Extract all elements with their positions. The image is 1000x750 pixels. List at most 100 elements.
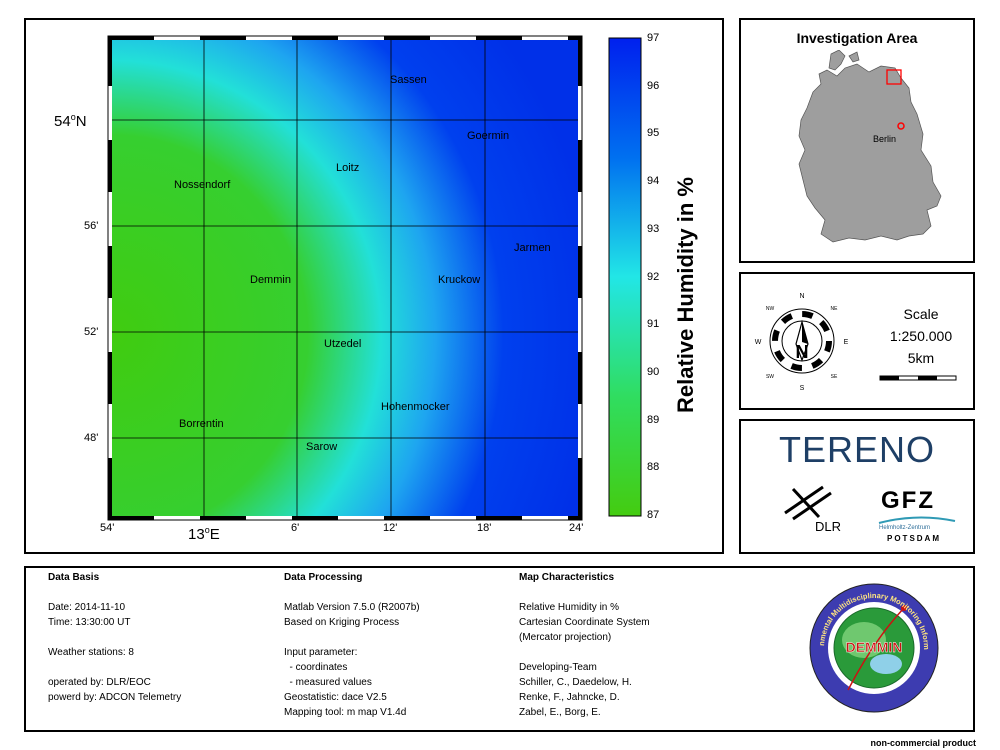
berlin-marker [897,122,905,130]
place-hohenmocker: Hohenmocker [381,401,450,413]
place-jarmen: Jarmen [514,242,551,254]
scale-bar [879,375,957,381]
germany-map: Berlin [798,50,942,243]
characteristics-line: Schiller, C., Daedelow, H. [519,677,632,688]
dlr-label: DLR [815,519,842,534]
colorbar-tick: 95 [647,127,660,139]
dlr-logo [784,485,832,521]
time-text: Time: 13:30:00 UT [48,617,131,628]
lat-label-48: 48' [84,432,99,444]
gfz-logo: GFZ [881,487,935,514]
map-grid [112,40,578,516]
scale-panel: N N NE E SE S SW W NW Scale 1:250.000 5k… [739,272,975,410]
compass-e: E [844,339,849,346]
compass-letter: N [796,342,809,362]
colorbar-tick: 96 [647,80,660,92]
gfz-swoosh [878,516,956,524]
colorbar-tick: 89 [647,414,660,426]
characteristics-title: Map Characteristics [519,572,615,583]
stations-text: Weather stations: 8 [48,647,134,658]
germany-shape [798,63,942,243]
compass-sw: SW [766,374,774,380]
investigation-box [886,69,902,85]
place-demmin: Demmin [250,274,291,286]
colorbar-tick: 91 [647,318,660,330]
processing-line: Matlab Version 7.5.0 (R2007b) [284,602,420,613]
data-basis-title: Data Basis [48,572,100,583]
place-goermin: Goermin [467,130,510,142]
place-sassen: Sassen [390,74,427,86]
compass-n: N [799,293,804,300]
lon-label-12: 12' [383,522,398,534]
date-text: Date: 2014-11-10 [48,602,126,613]
colorbar-tick: 92 [647,271,660,283]
map-surface [112,40,578,516]
processing-line: - measured values [284,677,372,688]
colorbar-tick: 87 [647,509,660,521]
colorbar-tick: 97 [647,32,660,44]
demmin-label: DEMMIN [846,639,903,655]
compass-se: SE [831,374,838,380]
characteristics-line: Renke, F., Jahncke, D. [519,692,620,703]
colorbar-tick: 94 [647,175,660,187]
scale-ratio: 1:250.000 [889,328,953,344]
place-loitz: Loitz [336,162,360,174]
characteristics-column: Map Characteristics Relative Humidity in… [519,570,650,720]
map-frame [107,35,583,521]
processing-line: Input parameter: [284,647,358,658]
compass-rose: N N NE E SE S SW W NW [755,293,849,392]
humidity-map [107,35,642,521]
lon-label-18: 18' [477,522,492,534]
scale-distance: 5km [907,350,935,366]
characteristics-line: Developing-Team [519,662,597,673]
place-borrentin: Borrentin [179,418,224,430]
tereno-logo: TERENO [778,429,935,470]
lat-label-56: 56' [84,220,99,232]
colorbar-tick: 88 [647,461,660,473]
characteristics-line: Relative Humidity in % [519,602,620,613]
gfz-subtitle-2: POTSDAM [887,534,941,543]
processing-line: Mapping tool: m map V1.4d [284,707,407,718]
colorbar-tick: 93 [647,223,660,235]
processing-line: Based on Kriging Process [284,617,400,628]
colorbar-title-wrap: Relative Humidity in % [666,110,706,480]
place-nossendorf: Nossendorf [174,179,231,191]
berlin-label: Berlin [873,134,896,144]
gfz-subtitle: Helmholtz-Zentrum [879,525,931,531]
processing-column: Data Processing Matlab Version 7.5.0 (R2… [284,570,420,720]
map-panel: Sassen Goermin Loitz Nossendorf Jarmen D… [24,18,724,554]
characteristics-line: Zabel, E., Borg, E. [519,707,601,718]
colorbar-title: Relative Humidity in % [673,177,698,413]
data-basis-column: Data Basis Date: 2014-11-10 Time: 13:30:… [48,570,181,705]
compass-ne: NE [831,306,839,312]
place-kruckow: Kruckow [438,274,481,286]
compass-w: W [755,339,762,346]
characteristics-line: (Mercator projection) [519,632,612,643]
lon-label-6: 6' [291,522,300,534]
investigation-area-title: Investigation Area [796,30,918,46]
lon-label-24: 24' [569,522,584,534]
lat-label-54n: 54oN [54,112,87,130]
place-utzedel: Utzedel [324,338,362,350]
info-panel: Data Basis Date: 2014-11-10 Time: 13:30:… [24,566,975,732]
compass-s: S [800,385,805,392]
denmark-shape [828,50,846,71]
investigation-area-panel: Investigation Area Berlin [739,18,975,263]
colorbar [608,37,642,517]
processing-line: Geostatistic: dace V2.5 [284,692,387,703]
compass-nw: NW [766,306,775,312]
logo-panel: TERENO DLR GFZ Helmholtz-Zentrum POTSDAM [739,419,975,554]
demmin-logo: Durable Environmental Multidisciplinary … [806,580,939,713]
colorbar-tick: 90 [647,366,660,378]
lon-label-54: 54' [100,522,115,534]
powered-text: powerd by: ADCON Telemetry [48,692,182,703]
footer-note: non-commercial product [870,738,976,748]
place-sarow: Sarow [306,441,338,453]
processing-title: Data Processing [284,572,363,583]
scale-title: Scale [903,306,939,322]
lon-label-13e: 13oE [188,525,220,543]
lat-label-52: 52' [84,326,99,338]
operated-text: operated by: DLR/EOC [48,677,151,688]
processing-line: - coordinates [284,662,348,673]
characteristics-line: Cartesian Coordinate System [519,617,650,628]
